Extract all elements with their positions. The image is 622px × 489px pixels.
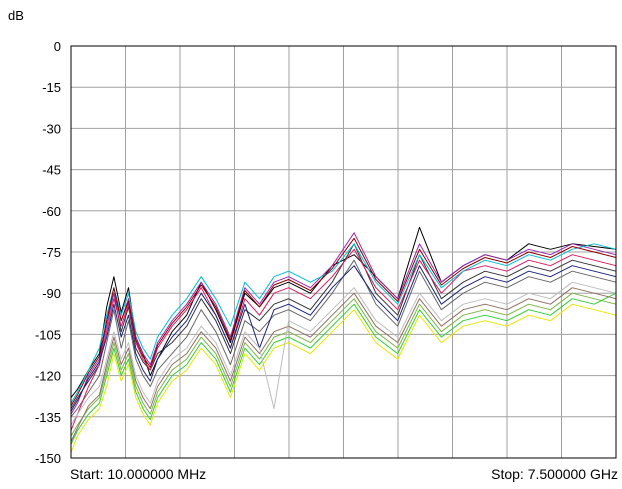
series-line-8 [70, 237, 617, 407]
series-line-6 [70, 243, 617, 404]
y-tick-label: -30 [42, 121, 61, 136]
series-line-7 [70, 265, 617, 412]
y-tick-label: -150 [35, 451, 61, 466]
series-line-13 [70, 281, 617, 426]
plot-frame [70, 45, 617, 459]
series-line-4 [70, 248, 617, 431]
series-line-11 [70, 303, 617, 453]
y-tick-label: -120 [35, 369, 61, 384]
y-tick-label: -15 [42, 80, 61, 95]
x-stop-label: Stop: 7.500000 GHz [491, 466, 618, 482]
series-line-12 [70, 287, 617, 442]
y-tick-label: -60 [42, 204, 61, 219]
y-axis-ticks: 0 -15 -30 -45 -60 -75 -90 -105 -120 -135 -150 [35, 39, 61, 466]
y-axis-unit-label: dB [8, 8, 24, 23]
y-tick-label: -105 [35, 327, 61, 342]
series-line-2 [70, 243, 617, 409]
y-tick-label: 0 [54, 39, 61, 54]
series-group [70, 226, 617, 453]
x-start-label: Start: 10.000000 MHz [70, 466, 207, 482]
y-tick-label: -90 [42, 286, 61, 301]
series-line-10 [70, 292, 617, 445]
series-line-9 [70, 292, 617, 437]
y-tick-label: -75 [42, 245, 61, 260]
y-tick-label: -45 [42, 163, 61, 178]
y-tick-label: -135 [35, 410, 61, 425]
